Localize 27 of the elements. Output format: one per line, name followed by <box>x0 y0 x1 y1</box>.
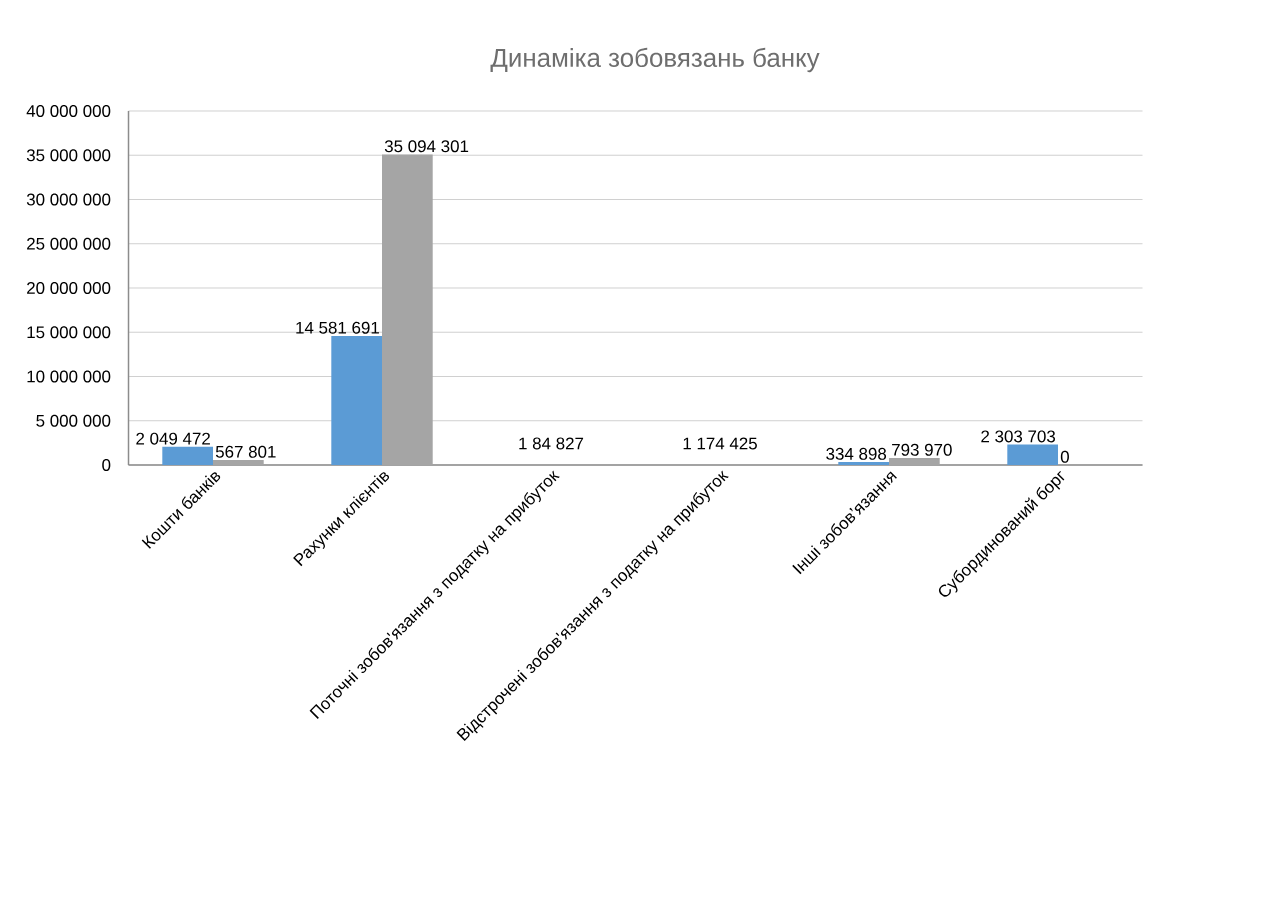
y-tick-label: 40 000 000 <box>26 104 111 117</box>
data-label: 14 581 691 <box>296 321 379 334</box>
y-tick-label: 25 000 000 <box>27 237 111 250</box>
bar <box>213 459 264 465</box>
y-tick-label: 35 000 000 <box>26 149 111 162</box>
annotation: 1 84 827 <box>519 437 584 450</box>
bar <box>162 446 214 465</box>
bar <box>1007 444 1059 465</box>
y-tick-label: 10 000 000 <box>27 370 111 383</box>
data-label: 0 <box>1060 450 1069 463</box>
y-tick-label: 30 000 000 <box>26 193 111 206</box>
y-tick-label: 20 000 000 <box>27 281 111 294</box>
data-label: 567 801 <box>215 445 276 458</box>
chart-title: Динаміка зобовязань банку <box>490 47 820 73</box>
data-label: 35 094 301 <box>384 140 469 153</box>
data-label: 334 898 <box>826 447 887 460</box>
y-tick-label: 15 000 000 <box>27 326 111 339</box>
bar <box>889 457 940 465</box>
annotation: 1 174 425 <box>683 437 757 450</box>
bar <box>331 335 383 465</box>
bar <box>838 462 890 465</box>
bar <box>382 154 433 465</box>
data-label: 2 303 703 <box>981 430 1056 443</box>
data-label: 2 049 472 <box>136 432 210 445</box>
data-label: 793 970 <box>892 443 952 456</box>
y-tick-label: 5 000 000 <box>36 414 111 427</box>
y-tick-label: 0 <box>102 458 111 471</box>
